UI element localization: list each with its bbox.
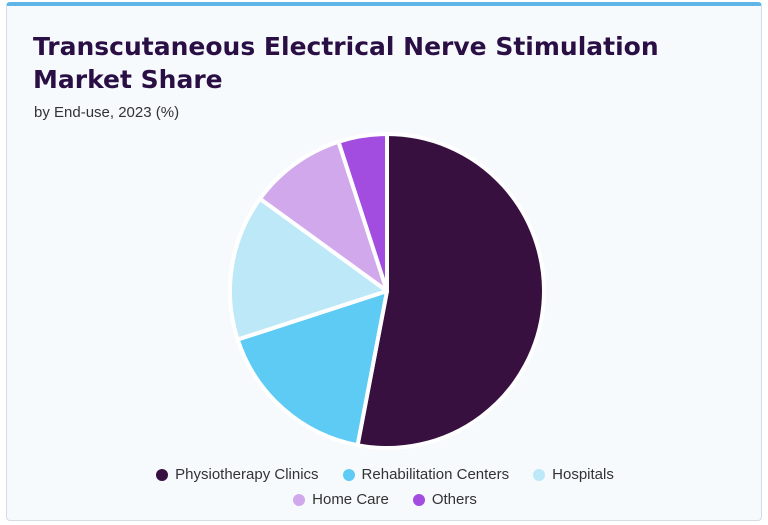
pie-chart	[227, 132, 546, 450]
legend-swatch	[412, 493, 425, 506]
legend-swatch	[533, 468, 546, 481]
pie-slice-physiotherapy-clinics	[355, 132, 546, 450]
legend-swatch	[156, 468, 169, 481]
pie-slice-home-care	[257, 139, 389, 293]
pie-slice-rehabilitation-centers	[235, 289, 389, 448]
chart-title: Transcutaneous Electrical Nerve Stimulat…	[33, 32, 659, 94]
chart-card: Transcutaneous Electrical Nerve Stimulat…	[6, 2, 762, 521]
legend-item-home-care: Home Care	[293, 491, 389, 508]
legend-label: Hospitals	[552, 466, 614, 483]
legend-item-physiotherapy-clinics: Physiotherapy Clinics	[156, 466, 319, 483]
legend-label: Home Care	[312, 491, 389, 508]
legend-swatch	[293, 493, 306, 506]
legend-row: Home Care Others	[7, 487, 763, 512]
chart-legend: Physiotherapy Clinics Rehabilitation Cent…	[7, 462, 763, 512]
legend-row: Physiotherapy Clinics Rehabilitation Cent…	[7, 462, 763, 487]
legend-item-hospitals: Hospitals	[533, 466, 614, 483]
legend-swatch	[342, 468, 355, 481]
legend-item-others: Others	[412, 491, 477, 508]
pie-slice-hospitals	[227, 196, 389, 342]
legend-label: Others	[431, 491, 477, 508]
pie-slice-others	[336, 132, 389, 293]
legend-item-rehabilitation-centers: Rehabilitation Centers	[342, 466, 510, 483]
chart-subtitle: by End-use, 2023 (%)	[34, 104, 180, 121]
legend-label: Rehabilitation Centers	[361, 466, 510, 483]
legend-label: Physiotherapy Clinics	[175, 466, 319, 483]
